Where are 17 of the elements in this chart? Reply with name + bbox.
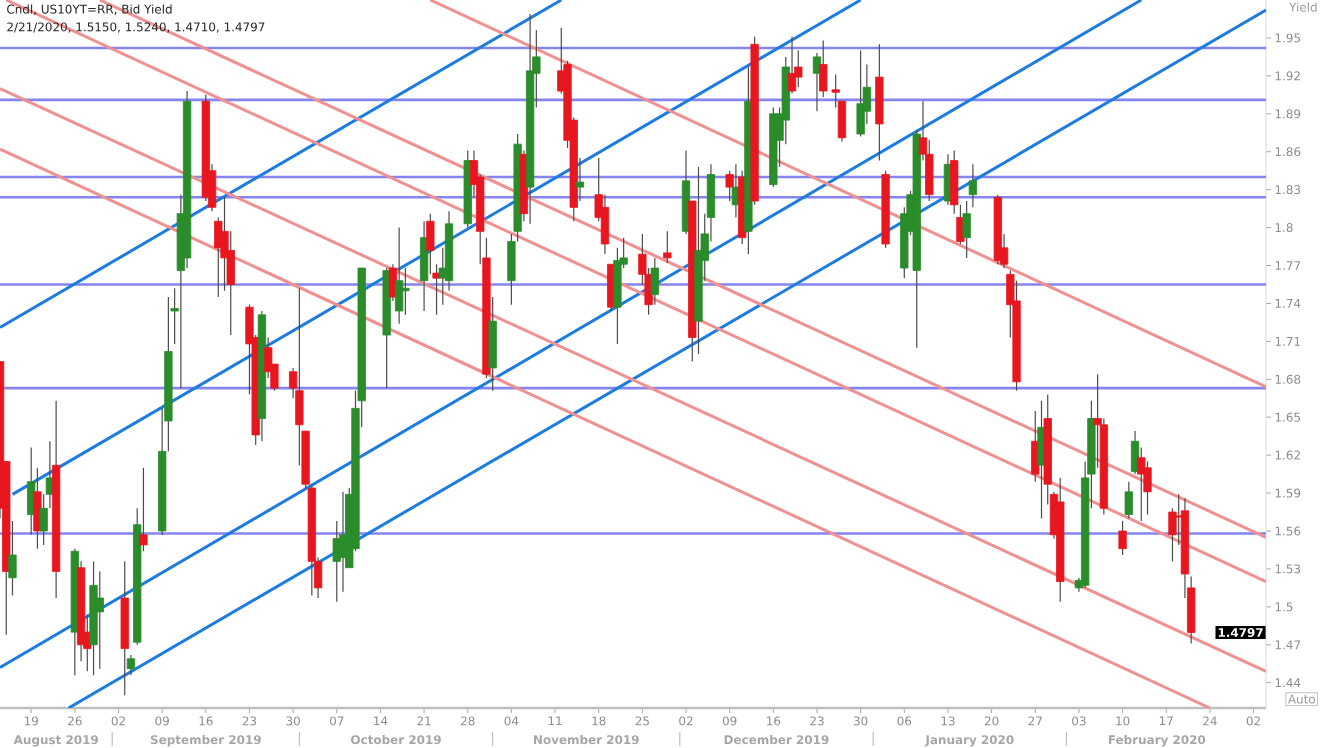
candlestick xyxy=(575,157,585,202)
candlestick xyxy=(787,36,797,95)
candlestick xyxy=(139,467,148,552)
candlestick xyxy=(968,163,978,208)
candlestick xyxy=(962,200,971,259)
candlestick xyxy=(1118,520,1127,556)
candlestick xyxy=(401,267,410,316)
candlestick xyxy=(488,296,497,392)
candlestick xyxy=(950,149,959,215)
candlestick xyxy=(856,49,865,138)
candlestick xyxy=(1124,481,1133,519)
candlestick xyxy=(395,226,404,325)
candlestick xyxy=(507,233,516,306)
candlestick xyxy=(419,220,429,312)
candlestick xyxy=(95,570,104,670)
candlestick xyxy=(663,230,672,264)
candlestick xyxy=(875,43,884,162)
